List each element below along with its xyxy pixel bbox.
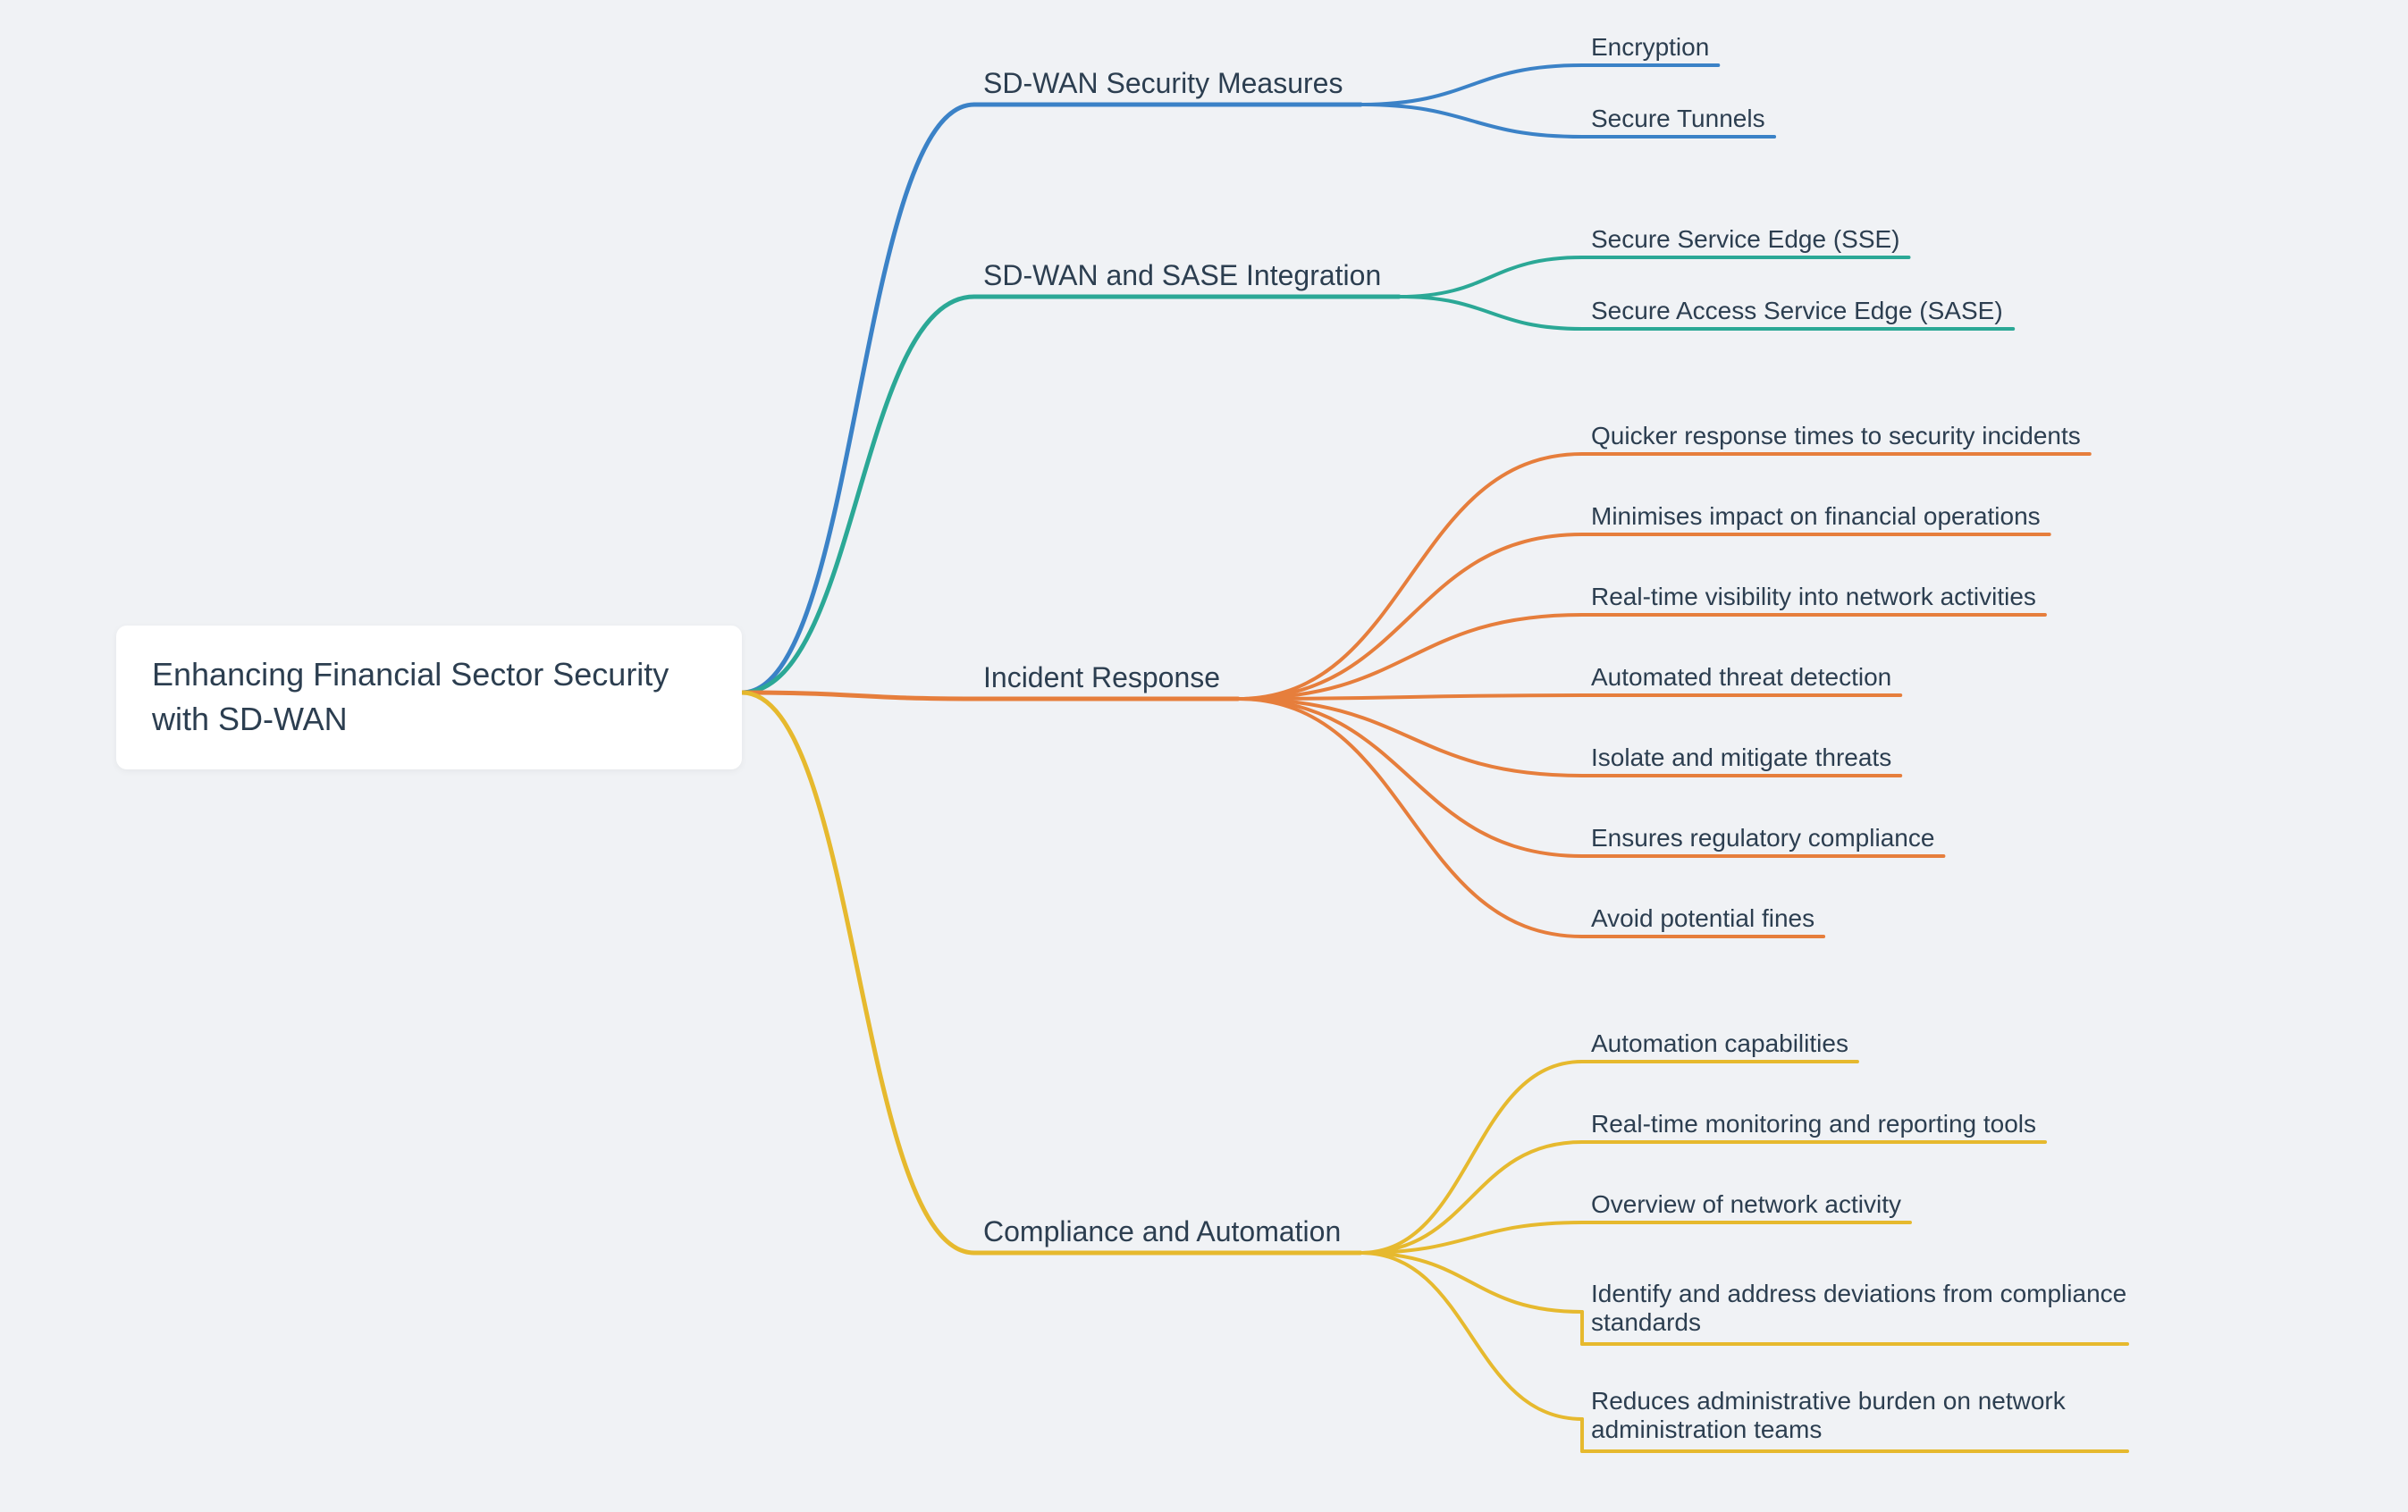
leaf-incident-response-6[interactable]: Avoid potential fines [1591,904,1814,933]
root-node[interactable]: Enhancing Financial Sector Security with… [116,626,742,769]
leaf-compliance-automation-4[interactable]: Reduces administrative burden on network… [1591,1387,2145,1444]
branch-sase-integration[interactable]: SD-WAN and SASE Integration [983,259,1381,292]
leaf-security-measures-1[interactable]: Secure Tunnels [1591,105,1765,133]
leaf-sase-integration-1[interactable]: Secure Access Service Edge (SASE) [1591,297,2003,325]
leaf-compliance-automation-3[interactable]: Identify and address deviations from com… [1591,1280,2145,1337]
leaf-incident-response-1[interactable]: Minimises impact on financial operations [1591,502,2041,531]
leaf-incident-response-5[interactable]: Ensures regulatory compliance [1591,824,1934,853]
branch-incident-response[interactable]: Incident Response [983,661,1220,694]
leaf-compliance-automation-1[interactable]: Real-time monitoring and reporting tools [1591,1110,2036,1138]
leaf-security-measures-0[interactable]: Encryption [1591,33,1709,62]
leaf-sase-integration-0[interactable]: Secure Service Edge (SSE) [1591,225,1900,254]
leaf-incident-response-0[interactable]: Quicker response times to security incid… [1591,422,2081,450]
leaf-incident-response-3[interactable]: Automated threat detection [1591,663,1891,692]
branch-security-measures[interactable]: SD-WAN Security Measures [983,67,1343,100]
leaf-compliance-automation-2[interactable]: Overview of network activity [1591,1190,1901,1219]
leaf-compliance-automation-0[interactable]: Automation capabilities [1591,1029,1848,1058]
leaf-incident-response-2[interactable]: Real-time visibility into network activi… [1591,583,2036,611]
branch-compliance-automation[interactable]: Compliance and Automation [983,1215,1341,1248]
mindmap-container: Enhancing Financial Sector Security with… [0,0,2408,1512]
leaf-incident-response-4[interactable]: Isolate and mitigate threats [1591,743,1891,772]
